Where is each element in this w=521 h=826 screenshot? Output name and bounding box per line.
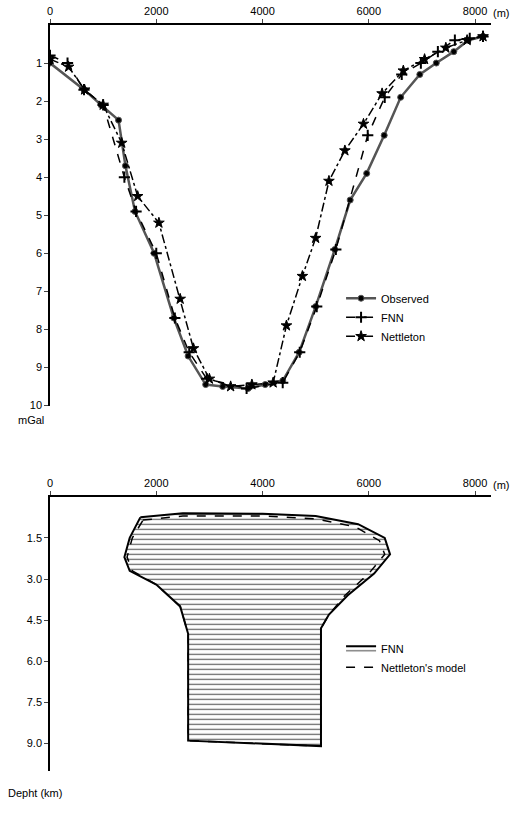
svg-text:1.5: 1.5 <box>27 532 42 544</box>
svg-text:0: 0 <box>47 5 53 17</box>
svg-text:8000: 8000 <box>463 477 487 489</box>
svg-text:6000: 6000 <box>357 477 381 489</box>
svg-text:1: 1 <box>36 57 42 69</box>
svg-text:4.5: 4.5 <box>27 614 42 626</box>
svg-text:5: 5 <box>36 209 42 221</box>
svg-text:0: 0 <box>47 477 53 489</box>
svg-text:9: 9 <box>36 361 42 373</box>
svg-text:Depht (km): Depht (km) <box>8 787 62 799</box>
svg-text:7: 7 <box>36 285 42 297</box>
svg-text:3: 3 <box>36 133 42 145</box>
svg-text:10: 10 <box>30 399 42 411</box>
svg-text:2000: 2000 <box>144 5 168 17</box>
svg-text:(m): (m) <box>493 7 510 19</box>
svg-text:8000: 8000 <box>463 5 487 17</box>
svg-text:9.0: 9.0 <box>27 737 42 749</box>
svg-text:6: 6 <box>36 247 42 259</box>
svg-text:6.0: 6.0 <box>27 655 42 667</box>
svg-text:7.5: 7.5 <box>27 696 42 708</box>
svg-text:4000: 4000 <box>250 5 274 17</box>
svg-text:mGal: mGal <box>18 414 44 426</box>
svg-text:4: 4 <box>36 171 42 183</box>
svg-text:FNN: FNN <box>381 312 404 324</box>
svg-text:FNN: FNN <box>381 643 404 655</box>
svg-text:Observed: Observed <box>381 293 429 305</box>
svg-text:Nettleton's model: Nettleton's model <box>381 662 466 674</box>
svg-text:8: 8 <box>36 323 42 335</box>
svg-text:2000: 2000 <box>144 477 168 489</box>
svg-text:3.0: 3.0 <box>27 573 42 585</box>
svg-text:(m): (m) <box>493 479 510 491</box>
svg-text:Nettleton: Nettleton <box>381 331 425 343</box>
svg-text:4000: 4000 <box>250 477 274 489</box>
svg-text:6000: 6000 <box>357 5 381 17</box>
svg-text:2: 2 <box>36 95 42 107</box>
